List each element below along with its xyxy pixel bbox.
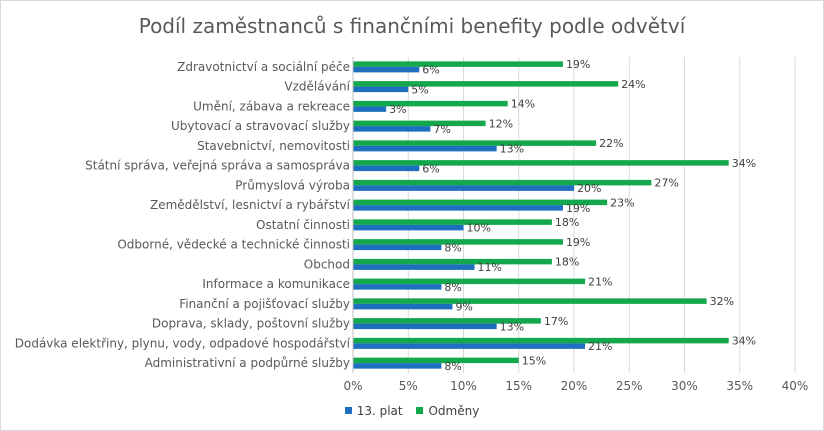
bar-plat	[353, 126, 431, 132]
bar-plat	[353, 343, 586, 349]
data-label-plat: 5%	[411, 83, 428, 96]
data-label-plat: 6%	[422, 64, 439, 77]
data-label-odmeny: 19%	[566, 58, 590, 71]
bar-odmeny	[353, 239, 563, 245]
data-label-odmeny: 24%	[621, 78, 645, 91]
bar-odmeny	[353, 357, 519, 364]
data-label-plat: 11%	[478, 261, 502, 274]
category-label: Zdravotnictví a sociální péče	[177, 60, 350, 74]
data-label-odmeny: 17%	[544, 315, 568, 328]
x-tick-label: 0%	[343, 379, 362, 393]
category-label: Průmyslová výroba	[235, 178, 350, 192]
bar-plat	[353, 165, 420, 172]
category-label: Zemědělství, lesnictví a rybářství	[150, 198, 351, 212]
data-label-odmeny: 22%	[599, 137, 623, 150]
bar-plat	[353, 205, 563, 211]
bar-odmeny	[353, 219, 552, 225]
category-label: Administrativní a podpůrné služby	[145, 356, 350, 370]
data-label-odmeny: 27%	[654, 177, 678, 190]
bar-odmeny	[353, 258, 552, 265]
data-label-plat: 13%	[500, 143, 524, 156]
category-label: Doprava, sklady, poštovní služby	[152, 317, 350, 331]
legend-swatch-plat	[344, 407, 352, 414]
bar-plat	[353, 86, 409, 93]
data-label-odmeny: 23%	[610, 196, 634, 209]
data-label-plat: 13%	[500, 320, 524, 333]
bar-odmeny	[353, 179, 652, 186]
x-tick-label: 25%	[616, 379, 643, 393]
data-label-odmeny: 21%	[588, 275, 612, 288]
data-label-odmeny: 18%	[555, 256, 579, 269]
legend-swatch-odmeny	[416, 407, 424, 414]
data-label-plat: 6%	[422, 162, 439, 175]
x-tick-label: 40%	[782, 379, 809, 393]
category-label: Informace a komunikace	[202, 277, 350, 291]
bar-odmeny	[353, 278, 586, 285]
data-label-odmeny: 34%	[732, 157, 756, 170]
category-label: Odborné, vědecké a technické činnosti	[117, 238, 350, 252]
data-label-plat: 8%	[444, 360, 461, 373]
bar-odmeny	[353, 318, 541, 324]
bar-odmeny	[353, 298, 707, 304]
data-label-plat: 9%	[455, 301, 472, 314]
legend: 13. plat Odměny	[0, 404, 824, 418]
x-tick-label: 35%	[726, 379, 753, 393]
category-label: Státní správa, veřejná správa a samosprá…	[85, 159, 350, 173]
x-tick-label: 20%	[561, 379, 588, 393]
bar-odmeny	[353, 199, 608, 206]
data-label-odmeny: 15%	[522, 354, 546, 367]
category-label: Ostatní činnosti	[256, 218, 350, 232]
bar-plat	[353, 284, 442, 290]
bar-odmeny	[353, 81, 619, 87]
data-label-odmeny: 32%	[710, 295, 734, 308]
bar-plat	[353, 145, 497, 152]
x-tick-label: 30%	[671, 379, 698, 393]
chart-title: Podíl zaměstnanců s finančními benefity …	[138, 14, 686, 38]
bar-plat	[353, 66, 420, 73]
bar-plat	[353, 323, 497, 330]
data-label-plat: 8%	[444, 241, 461, 254]
bar-odmeny	[353, 160, 729, 166]
data-label-plat: 19%	[566, 202, 590, 215]
bar-odmeny	[353, 140, 597, 146]
bar-plat	[353, 363, 442, 369]
bar-plat	[353, 106, 387, 112]
category-label: Dodávka elektřiny, plynu, vody, odpadové…	[15, 336, 351, 350]
category-label: Finanční a pojišťovací služby	[179, 297, 350, 311]
category-label: Ubytovací a stravovací služby	[171, 119, 350, 133]
x-tick-label: 5%	[399, 379, 418, 393]
data-label-plat: 21%	[588, 340, 612, 353]
bar-odmeny	[353, 61, 563, 67]
data-label-odmeny: 19%	[566, 236, 590, 249]
bar-plat	[353, 264, 475, 270]
bar-plat	[353, 244, 442, 251]
bar-odmeny	[353, 337, 729, 344]
bar-odmeny	[353, 100, 508, 107]
data-label-odmeny: 12%	[489, 117, 513, 130]
data-label-plat: 3%	[389, 103, 406, 116]
category-label: Obchod	[304, 257, 350, 271]
data-label-plat: 20%	[577, 182, 601, 195]
category-label: Stavebnictví, nemovitosti	[197, 139, 350, 153]
bar-odmeny	[353, 120, 486, 127]
data-label-plat: 10%	[467, 222, 491, 235]
category-label: Vzdělávání	[284, 80, 350, 94]
data-label-odmeny: 18%	[555, 216, 579, 229]
legend-item-odmeny: Odměny	[416, 404, 479, 418]
data-label-odmeny: 34%	[732, 335, 756, 348]
legend-label-odmeny: Odměny	[428, 404, 480, 418]
legend-label-plat: 13. plat	[356, 404, 403, 418]
bar-plat	[353, 303, 453, 310]
data-label-odmeny: 14%	[511, 98, 535, 111]
legend-item-plat: 13. plat	[344, 404, 403, 418]
bar-plat	[353, 224, 464, 231]
data-label-plat: 8%	[444, 281, 461, 294]
data-label-plat: 7%	[433, 123, 450, 136]
category-label: Umění, zábava a rekreace	[193, 99, 350, 113]
x-tick-label: 10%	[450, 379, 477, 393]
bar-plat	[353, 185, 574, 191]
x-tick-label: 15%	[505, 379, 532, 393]
